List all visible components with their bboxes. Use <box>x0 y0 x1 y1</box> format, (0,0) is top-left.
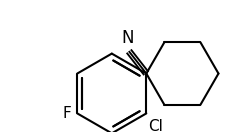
Text: Cl: Cl <box>147 119 162 134</box>
Text: N: N <box>121 29 134 47</box>
Text: F: F <box>63 106 71 121</box>
